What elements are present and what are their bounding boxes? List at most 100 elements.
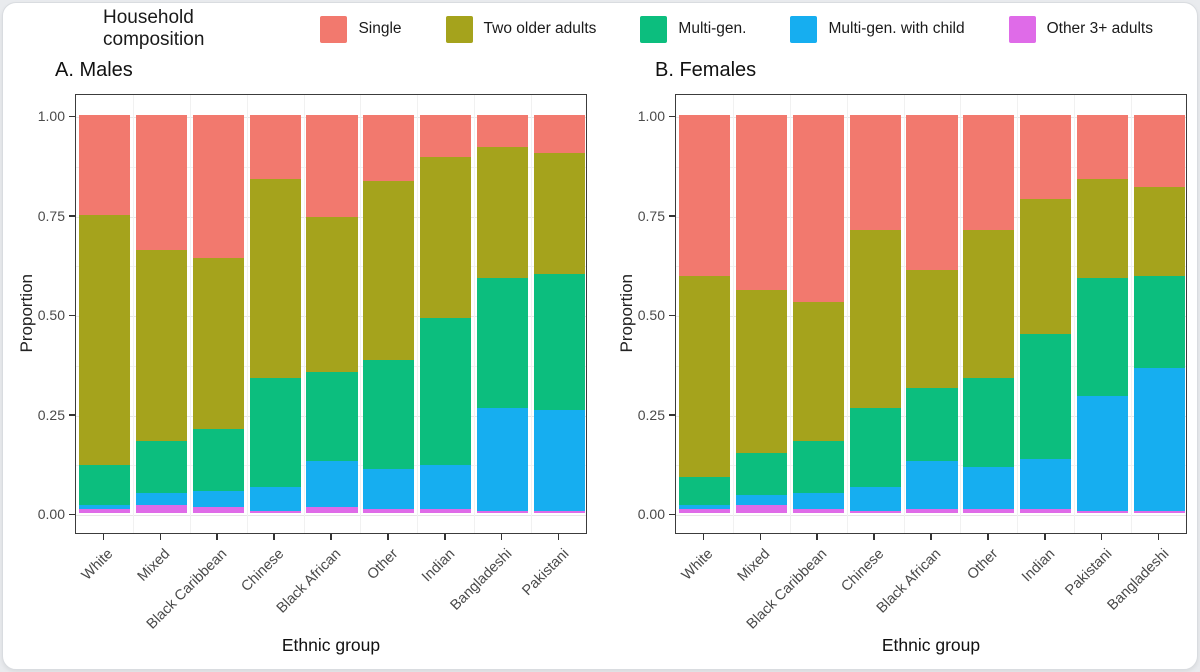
- bar-segment: [306, 115, 358, 217]
- y-tick: [669, 314, 675, 316]
- y-tick-label: 0.50: [637, 307, 665, 323]
- y-tick: [69, 215, 75, 217]
- bar-segment: [963, 467, 1015, 510]
- x-tick: [387, 534, 389, 540]
- bar-segment: [533, 409, 586, 512]
- bar-segment: [249, 487, 301, 512]
- bar-segment: [906, 115, 958, 271]
- bar-segment: [1077, 395, 1129, 512]
- bar-segment: [533, 274, 586, 410]
- bar-segment: [135, 115, 187, 251]
- bar-segment: [306, 371, 358, 462]
- bar-segment: [906, 461, 958, 510]
- gridline-minor: [903, 95, 905, 533]
- x-tick: [1100, 534, 1103, 540]
- x-tick: [444, 534, 446, 540]
- bar-segment: [249, 115, 301, 179]
- bar-segment: [1133, 511, 1186, 513]
- bar-segment: [678, 505, 731, 510]
- y-tick-label: 0.00: [637, 506, 665, 522]
- legend-item-label: Other 3+ adults: [1046, 20, 1153, 37]
- bar-segment: [78, 115, 131, 215]
- y-tick-label: 0.75: [637, 207, 665, 224]
- y-tick: [669, 513, 675, 515]
- bar-segment: [420, 156, 472, 319]
- x-tick: [759, 534, 762, 540]
- gridline-major: [76, 515, 586, 516]
- bar-segment: [735, 495, 787, 506]
- bar-segment: [906, 270, 958, 388]
- bar-segment: [1133, 276, 1186, 368]
- legend: Household composition Single Two older ad…: [103, 7, 1197, 50]
- panel-title-females: B. Females: [655, 59, 757, 81]
- x-axis-title: Ethnic group: [281, 635, 381, 655]
- x-tick: [557, 534, 560, 540]
- legend-swatch-icon: [640, 15, 668, 43]
- bar-segment: [477, 511, 529, 513]
- legend-item-4: Multi-gen. with child: [790, 15, 965, 43]
- x-tick: [330, 534, 332, 540]
- legend-item-label: Single: [358, 20, 402, 37]
- y-tick-label: 0.25: [37, 406, 65, 423]
- x-tick: [702, 534, 705, 540]
- bar-segment: [792, 441, 844, 494]
- legend-item-2: Two older adults: [445, 15, 596, 43]
- bar-black-african: [906, 115, 958, 513]
- bar-segment: [78, 465, 131, 506]
- plot-area: [675, 94, 1187, 534]
- y-tick-label: 0.75: [37, 207, 65, 224]
- bar-segment: [735, 290, 787, 454]
- bar-segment: [735, 115, 787, 291]
- legend-swatch-icon: [320, 15, 348, 43]
- bar-segment: [363, 509, 415, 513]
- bar-segment: [1077, 115, 1129, 179]
- bar-pakistani: [1077, 115, 1129, 513]
- y-tick: [669, 115, 675, 117]
- bar-segment: [420, 509, 472, 513]
- x-tick: [500, 534, 503, 540]
- bar-segment: [963, 377, 1015, 468]
- bar-segment: [78, 509, 131, 513]
- bar-mixed: [135, 115, 187, 513]
- bar-segment: [363, 180, 415, 360]
- y-tick: [69, 314, 75, 316]
- bar-segment: [1133, 115, 1186, 187]
- bar-segment: [792, 302, 844, 442]
- bar-segment: [135, 250, 187, 442]
- y-tick-label: 0.50: [37, 307, 65, 323]
- x-tick: [1044, 534, 1046, 540]
- bar-segment: [1020, 459, 1072, 510]
- x-tick: [816, 534, 818, 540]
- bar-segment: [192, 115, 244, 259]
- bar-segment: [135, 493, 187, 506]
- bar-segment: [135, 505, 187, 513]
- y-tick: [69, 115, 75, 117]
- bar-white: [78, 115, 131, 513]
- bar-segment: [306, 507, 358, 513]
- panel-title-males: A. Males: [55, 59, 133, 81]
- bar-segment: [135, 441, 187, 494]
- x-tick: [930, 534, 932, 540]
- y-tick: [669, 215, 675, 217]
- bar-bangladeshi: [477, 115, 529, 513]
- bar-segment: [192, 507, 244, 513]
- gridline-minor: [732, 95, 734, 533]
- bar-black-african: [306, 115, 358, 513]
- gridline-minor: [132, 95, 134, 533]
- bar-black-caribbean: [792, 115, 844, 513]
- x-tick: [1157, 534, 1160, 540]
- x-tick: [873, 534, 875, 540]
- bar-pakistani: [533, 115, 586, 513]
- bar-segment: [792, 509, 844, 513]
- bar-segment: [477, 146, 529, 279]
- bar-segment: [963, 509, 1015, 513]
- gridline-minor: [531, 95, 533, 533]
- bar-segment: [477, 407, 529, 512]
- bar-segment: [1077, 278, 1129, 396]
- bar-segment: [678, 509, 731, 513]
- x-tick: [273, 534, 275, 540]
- bar-segment: [420, 318, 472, 466]
- y-tick-label: 0.00: [37, 506, 65, 522]
- gridline-minor: [1131, 95, 1133, 533]
- bar-segment: [192, 491, 244, 508]
